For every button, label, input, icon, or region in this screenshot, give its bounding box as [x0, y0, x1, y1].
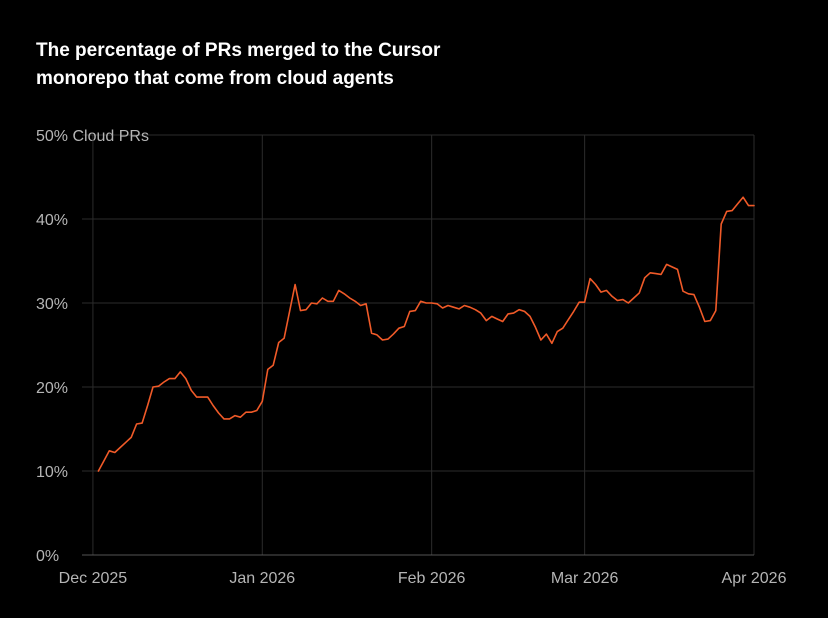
- y-tick-label: 30%: [36, 296, 68, 313]
- x-tick-label: Dec 2025: [59, 570, 128, 587]
- x-tick-label: Feb 2026: [398, 570, 466, 587]
- chart-title-line-1: The percentage of PRs merged to the Curs…: [36, 40, 441, 61]
- y-tick-label: 10%: [36, 464, 68, 481]
- x-tick-label: Jan 2026: [229, 570, 295, 587]
- x-tick-label: Apr 2026: [722, 570, 787, 587]
- chart-title: The percentage of PRs merged to the Curs…: [36, 37, 556, 93]
- x-tick-label: Mar 2026: [551, 570, 619, 587]
- y-tick-label: 40%: [36, 212, 68, 229]
- chart-title-line-2: monorepo that come from cloud agents: [36, 68, 394, 89]
- series-line: [97, 196, 755, 472]
- y-tick-label: 20%: [36, 380, 68, 397]
- y-tick-label: 0%: [36, 548, 59, 565]
